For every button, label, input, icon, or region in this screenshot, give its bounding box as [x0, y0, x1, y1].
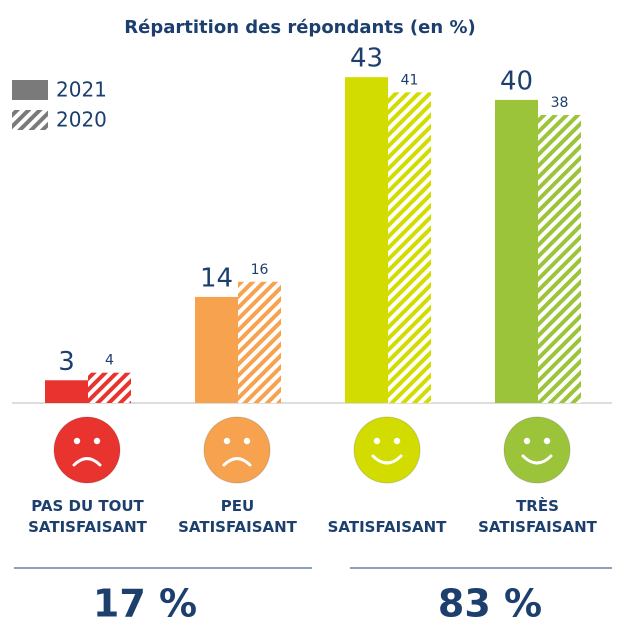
face-eye — [373, 437, 381, 445]
bar — [538, 115, 581, 404]
chart-title: Répartition des répondants (en %) — [124, 17, 475, 38]
legend-swatch — [12, 110, 48, 130]
face-icon — [53, 416, 121, 484]
value-label: 40 — [500, 66, 533, 96]
face-mouth — [521, 454, 553, 465]
face-mouth — [371, 454, 403, 465]
face-eye — [523, 437, 531, 445]
bar — [238, 281, 281, 403]
face-icon — [353, 416, 421, 484]
bar — [388, 92, 431, 404]
value-label: 16 — [251, 262, 269, 278]
total-label: 83 % — [438, 582, 542, 626]
value-label: 3 — [58, 347, 75, 377]
face-eye — [543, 437, 551, 445]
category-label: SATISFAISANT — [327, 518, 447, 536]
total-label: 17 % — [93, 582, 197, 626]
legend-swatch — [12, 80, 48, 100]
category-label: PEU SATISFAISANT — [178, 497, 297, 536]
face-icon — [203, 416, 271, 484]
face-mouth — [72, 457, 102, 467]
face-eye — [73, 437, 81, 445]
face-icon — [503, 416, 571, 484]
face-eye — [223, 437, 231, 445]
bar — [345, 77, 388, 404]
legend-label: 2021 — [56, 78, 107, 102]
bar — [195, 296, 238, 403]
face-eye — [93, 437, 101, 445]
value-label: 4 — [105, 353, 114, 369]
category-label: TRÈS SATISFAISANT — [478, 497, 597, 536]
face-eye — [393, 437, 401, 445]
value-label: 38 — [551, 95, 569, 111]
face-eye — [243, 437, 251, 445]
bar — [88, 372, 131, 403]
face-mouth — [222, 457, 252, 467]
bar — [45, 380, 88, 403]
value-label: 41 — [401, 72, 419, 88]
legend-label: 2020 — [56, 108, 107, 132]
bar — [495, 99, 538, 403]
value-label: 14 — [200, 263, 233, 293]
value-label: 43 — [350, 44, 383, 74]
category-label: PAS DU TOUT SATISFAISANT — [28, 497, 147, 536]
